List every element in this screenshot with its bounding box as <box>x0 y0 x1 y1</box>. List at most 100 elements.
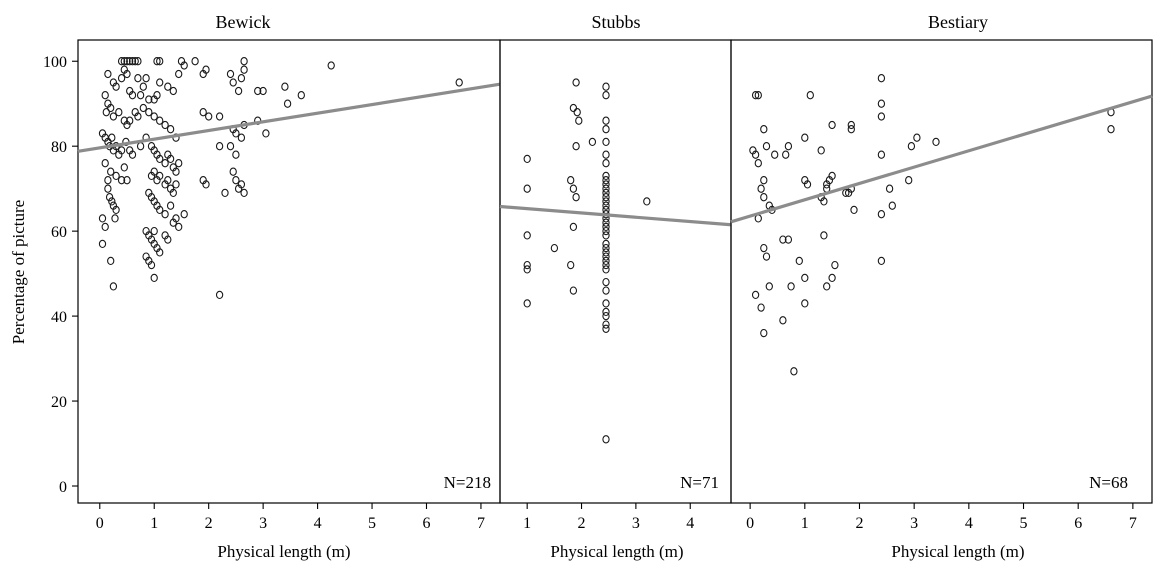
data-point <box>139 103 147 113</box>
data-point <box>283 99 292 108</box>
data-point <box>108 133 116 142</box>
data-point <box>877 99 886 108</box>
y-tick-label: 0 <box>59 479 67 496</box>
x-tick-label: 4 <box>965 515 973 532</box>
data-point <box>602 188 610 198</box>
data-point <box>569 286 578 295</box>
data-point <box>172 167 180 176</box>
data-point <box>567 176 575 185</box>
data-point <box>111 214 119 223</box>
plot-frame <box>499 39 732 504</box>
data-point <box>126 57 134 66</box>
data-point <box>572 142 580 151</box>
data-point <box>754 159 762 168</box>
data-point <box>795 256 803 266</box>
data-point <box>156 78 164 87</box>
data-point <box>602 286 610 295</box>
data-point <box>760 193 768 202</box>
data-point <box>754 91 762 100</box>
data-point <box>156 205 164 215</box>
panel-title: Stubbs <box>591 12 640 32</box>
panel-title: Bestiary <box>928 12 988 32</box>
data-point <box>145 108 153 117</box>
data-point <box>117 146 126 155</box>
data-point <box>602 435 610 444</box>
x-tick-label: 1 <box>523 515 531 532</box>
y-axis-label: Percentage of picture <box>9 200 28 344</box>
plot-frame <box>77 39 501 504</box>
data-point <box>117 74 126 83</box>
data-point <box>327 61 335 70</box>
data-point <box>602 184 610 193</box>
y-tick-label: 80 <box>51 139 67 156</box>
data-point <box>226 142 235 151</box>
data-point <box>550 243 559 253</box>
y-tick-label: 100 <box>43 54 67 71</box>
data-point <box>229 78 237 87</box>
data-point <box>602 150 610 159</box>
data-point <box>134 57 142 66</box>
data-point <box>126 116 134 125</box>
data-point <box>232 176 240 185</box>
x-tick-label: 1 <box>150 515 158 532</box>
data-point <box>134 74 142 83</box>
data-point <box>751 150 760 159</box>
data-point <box>112 82 120 91</box>
data-point <box>823 282 831 291</box>
x-tick-label: 4 <box>314 515 322 532</box>
data-point <box>108 197 116 206</box>
data-point <box>117 57 126 66</box>
x-tick-label: 5 <box>368 515 376 532</box>
data-point <box>569 103 578 113</box>
data-point <box>142 74 150 83</box>
data-point <box>602 171 610 181</box>
data-point <box>790 367 798 376</box>
data-point <box>101 159 109 168</box>
data-point <box>828 120 836 130</box>
data-point <box>169 86 177 96</box>
data-point <box>602 324 610 333</box>
data-point <box>573 108 581 117</box>
data-point <box>254 86 262 96</box>
data-point <box>104 184 112 193</box>
data-point <box>172 214 180 223</box>
data-point <box>820 231 828 240</box>
data-point <box>567 260 575 270</box>
data-point <box>847 125 855 134</box>
data-point <box>602 82 610 91</box>
data-point <box>156 154 164 164</box>
data-point <box>281 82 289 91</box>
data-point <box>779 235 787 244</box>
data-point <box>602 320 610 329</box>
data-point <box>523 154 531 164</box>
data-point <box>156 116 164 125</box>
data-point <box>907 142 916 151</box>
data-point <box>877 112 886 121</box>
panel-stubbs: Stubbs N=71 1 2 3 4 Physical length (m) <box>499 12 732 561</box>
data-point <box>523 265 531 274</box>
data-point <box>1107 125 1115 134</box>
data-point <box>885 184 894 193</box>
data-point <box>602 260 610 270</box>
n-annotation: N=218 <box>444 473 491 492</box>
x-tick-label: 2 <box>855 515 863 532</box>
panel-title: Bewick <box>216 12 271 32</box>
data-point <box>153 57 161 66</box>
y-tick-label: 20 <box>51 394 67 411</box>
x-tick-label: 6 <box>1074 515 1082 532</box>
data-point <box>136 142 145 151</box>
fit-line <box>499 204 732 227</box>
data-point <box>847 120 855 130</box>
data-point <box>602 176 610 185</box>
data-point <box>150 273 158 283</box>
data-point <box>109 282 118 291</box>
data-point <box>175 69 183 79</box>
x-tick-label: 2 <box>205 515 213 532</box>
panel-bestiary: Bestiary N=68 0 1 2 3 4 5 6 7 Physical length (… <box>730 12 1153 561</box>
x-tick-label: 1 <box>801 515 809 532</box>
x-axis-label: Physical length (m) <box>217 542 350 561</box>
data-point <box>844 188 853 198</box>
data-point <box>569 222 578 232</box>
data-point <box>602 193 610 202</box>
data-point <box>523 299 531 308</box>
